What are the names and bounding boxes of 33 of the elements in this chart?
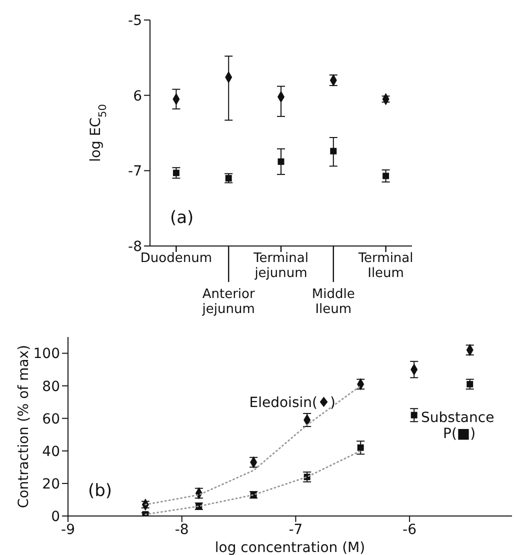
y-tick-label: 40 <box>42 444 60 460</box>
point <box>410 412 418 418</box>
x-tick-label: -6 <box>402 522 417 538</box>
x-tick-label: -7 <box>288 522 303 538</box>
x-tick-label: Terminal jejunum <box>252 251 308 281</box>
y-tick-label: 0 <box>51 508 60 525</box>
y-tick-label: -5 <box>128 12 142 29</box>
point <box>278 158 284 165</box>
y-tick-label: 60 <box>42 411 60 428</box>
point <box>172 170 180 176</box>
x-tick-label: Duodenum <box>140 251 212 266</box>
x-tick-label: Anterior jejunum <box>201 287 256 317</box>
annotation: (b) <box>88 481 112 501</box>
annotation: (a) <box>170 208 194 228</box>
point <box>466 380 474 388</box>
y-tick-label: 6 <box>133 88 142 104</box>
x-axis-title: log concentration (M) <box>214 540 366 555</box>
y-tick-label: 100 <box>33 346 60 362</box>
y-tick-label: -8 <box>128 238 142 255</box>
x-tick-label: Terminal Ileum <box>357 251 414 281</box>
series-label: Substance P(■) <box>421 410 494 442</box>
y-axis-title: Contraction (% of max) <box>16 344 32 508</box>
point <box>225 174 232 182</box>
x-tick-label: -9 <box>61 522 75 538</box>
y-tick-label: 20 <box>42 476 60 492</box>
point <box>357 444 364 451</box>
x-tick-label: -8 <box>174 522 189 538</box>
point <box>382 172 390 180</box>
point <box>330 148 337 154</box>
y-tick-label: 80 <box>42 378 60 395</box>
y-tick-label: -7 <box>128 164 142 180</box>
x-tick-label: Middle Ileum <box>312 287 355 317</box>
series-label: Eledoisin(♦) <box>249 395 336 412</box>
